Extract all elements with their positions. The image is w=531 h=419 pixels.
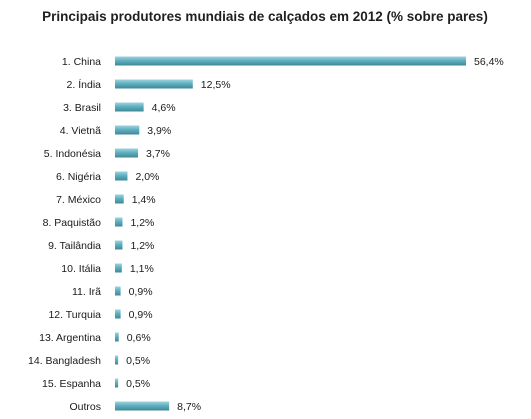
bar	[115, 56, 466, 66]
category-label: 8. Paquistão	[43, 217, 102, 229]
category-label: 12. Turquia	[48, 309, 101, 321]
value-label: 0,6%	[127, 332, 151, 344]
value-label: 0,5%	[126, 378, 150, 390]
value-label: 0,5%	[126, 355, 150, 367]
category-label: 9. Tailândia	[48, 240, 101, 252]
value-label: 1,4%	[132, 194, 156, 206]
category-label: 7. México	[56, 194, 101, 206]
bar	[115, 102, 144, 112]
chart-title: Principais produtores mundiais de calçad…	[42, 9, 488, 24]
value-label: 3,9%	[147, 125, 171, 137]
bar	[115, 378, 119, 388]
category-label: 2. Índia	[67, 78, 102, 91]
bar	[115, 263, 122, 273]
value-label: 1,2%	[130, 217, 154, 229]
category-label: 14. Bangladesh	[28, 355, 101, 367]
value-label: 1,1%	[130, 263, 154, 275]
value-label: 3,7%	[146, 148, 170, 160]
category-label: 4. Vietnã	[60, 125, 101, 137]
bar	[115, 171, 128, 181]
value-label: 1,2%	[130, 240, 154, 252]
bar	[115, 401, 170, 411]
bar	[115, 79, 193, 89]
category-label: 5. Indonésia	[44, 148, 101, 160]
bar	[115, 217, 123, 227]
category-label: 1. China	[62, 56, 101, 68]
category-label: 3. Brasil	[63, 102, 101, 114]
bar	[115, 309, 121, 319]
value-label: 8,7%	[177, 401, 201, 413]
bar	[115, 148, 139, 158]
bar	[115, 332, 119, 342]
value-label: 56,4%	[474, 56, 504, 68]
category-label: 13. Argentina	[39, 332, 101, 344]
category-label: 6. Nigéria	[56, 171, 101, 183]
value-label: 0,9%	[129, 286, 153, 298]
bars-group: 1. China 56,4% 2. Índia 12,5% 3. Brasil 4,6% 4…	[28, 56, 504, 413]
category-label: 11. Irã	[72, 286, 101, 298]
value-label: 2,0%	[135, 171, 159, 183]
value-label: 0,9%	[129, 309, 153, 321]
category-label: Outros	[69, 401, 101, 413]
value-label: 12,5%	[201, 79, 231, 91]
bar	[115, 240, 123, 250]
category-label: 10. Itália	[61, 263, 101, 275]
value-label: 4,6%	[152, 102, 176, 114]
bar	[115, 355, 119, 365]
bar	[115, 125, 140, 135]
category-label: 15. Espanha	[42, 378, 101, 390]
bar	[115, 286, 121, 296]
bar	[115, 194, 124, 204]
